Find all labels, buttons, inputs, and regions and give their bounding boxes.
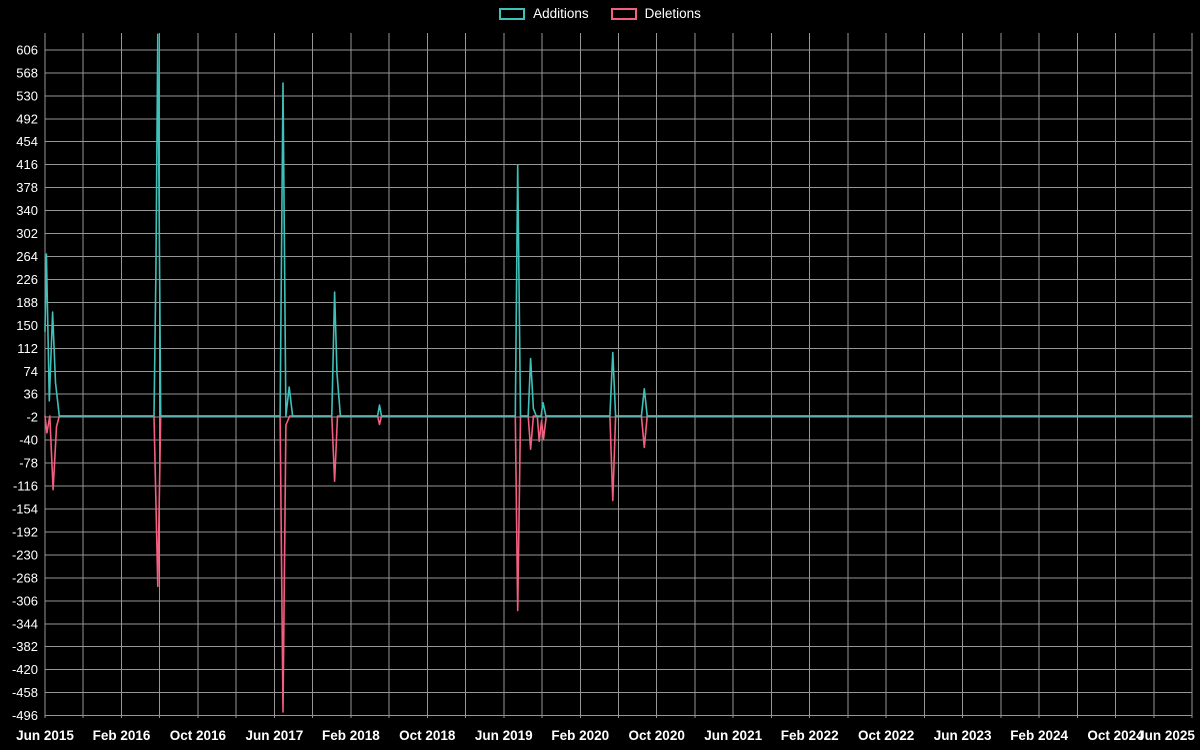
chart-legend: Additions Deletions <box>0 7 1200 21</box>
y-axis-tick-label: 378 <box>16 180 38 195</box>
x-axis-tick-label: Oct 2018 <box>399 728 456 743</box>
y-axis-tick-label: 492 <box>16 111 38 126</box>
y-axis-tick-label: -344 <box>12 616 38 631</box>
deletions-swatch-icon <box>610 7 637 20</box>
y-axis-tick-label: -192 <box>12 525 38 540</box>
legend-label-deletions: Deletions <box>644 6 701 21</box>
x-axis-tick-label: Feb 2020 <box>551 728 609 743</box>
y-axis-tick-label: -268 <box>12 570 38 585</box>
series-line-additions <box>44 33 1193 417</box>
y-axis-tick-label: 340 <box>16 203 38 218</box>
x-axis-tick-label: Feb 2016 <box>93 728 151 743</box>
y-axis-tick-label: -420 <box>12 662 38 677</box>
x-axis-tick-label: Oct 2020 <box>629 728 685 743</box>
x-axis-tick-label: Jun 2023 <box>934 728 992 743</box>
y-axis-tick-label: 112 <box>17 341 38 356</box>
legend-item-additions[interactable]: Additions <box>499 7 589 21</box>
y-axis-tick-label: 454 <box>16 134 38 149</box>
y-axis-tick-label: -154 <box>12 502 38 517</box>
x-axis-tick-label: Oct 2024 <box>1087 728 1144 743</box>
x-axis-tick-label: Jun 2017 <box>246 728 304 743</box>
y-axis-tick-label: -40 <box>19 433 38 448</box>
x-axis-tick-label: Feb 2024 <box>1010 728 1068 743</box>
y-axis-tick-label: 36 <box>24 387 38 402</box>
x-axis-tick-label: Oct 2016 <box>170 728 227 743</box>
y-axis-tick-label: 264 <box>16 249 38 264</box>
x-axis-tick-label: Jun 2015 <box>16 728 74 743</box>
y-axis-tick-label: 568 <box>16 65 38 80</box>
y-axis-tick-label: -496 <box>12 708 38 723</box>
y-axis-tick-label: 416 <box>16 157 38 172</box>
y-axis-tick-label: -458 <box>12 685 38 700</box>
x-axis-tick-label: Jun 2019 <box>475 728 533 743</box>
y-axis-tick-label: 530 <box>16 88 38 103</box>
x-axis-tick-label: Oct 2022 <box>858 728 914 743</box>
y-axis-tick-label: -78 <box>19 456 38 471</box>
y-axis-tick-label: -2 <box>26 410 38 425</box>
x-axis-tick-label: Jun 2021 <box>704 728 762 743</box>
y-axis-tick-label: -230 <box>12 547 38 562</box>
additions-swatch-icon <box>499 7 526 20</box>
y-axis-tick-label: 606 <box>16 42 38 57</box>
y-axis-tick-label: -382 <box>12 639 38 654</box>
y-axis-tick-label: 188 <box>16 295 38 310</box>
y-axis-tick-label: -116 <box>13 479 38 494</box>
x-axis-tick-label: Feb 2022 <box>781 728 839 743</box>
y-axis-tick-label: -306 <box>12 593 38 608</box>
x-axis-tick-label: Feb 2018 <box>322 728 380 743</box>
y-axis-tick-label: 74 <box>24 364 38 379</box>
y-axis-tick-label: 302 <box>16 226 38 241</box>
y-axis-tick-label: 226 <box>16 272 38 287</box>
legend-label-additions: Additions <box>533 6 589 21</box>
y-axis-tick-label: 150 <box>16 318 38 333</box>
x-axis-tick-label: Jun 2025 <box>1137 728 1195 743</box>
legend-item-deletions[interactable]: Deletions <box>610 6 701 21</box>
